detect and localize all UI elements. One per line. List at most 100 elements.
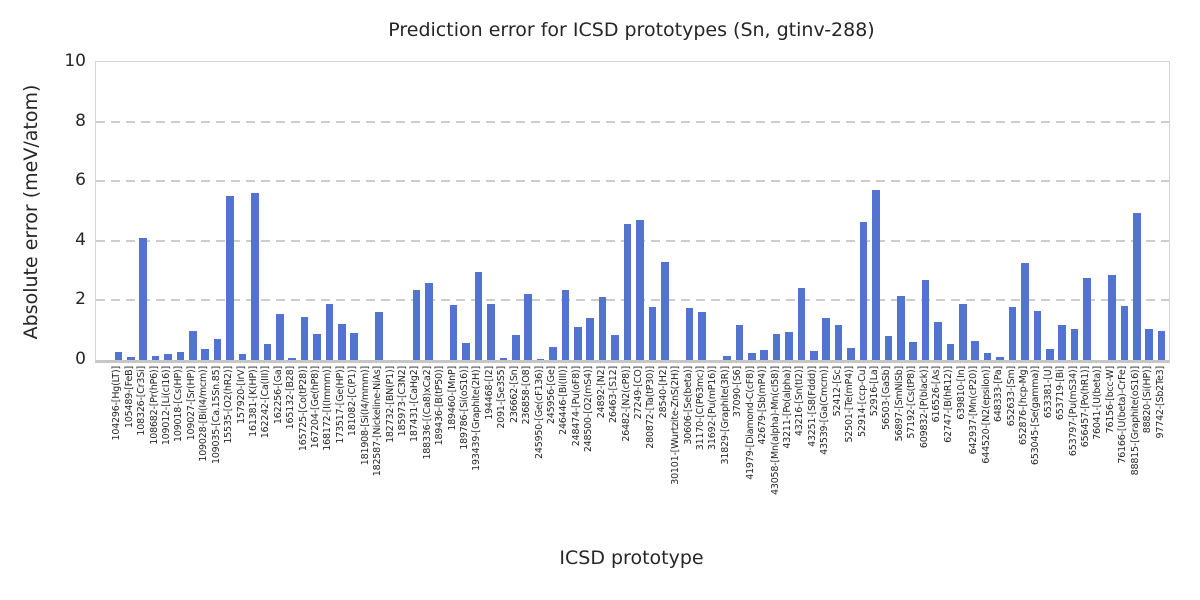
bar [797, 287, 806, 360]
bar [549, 346, 557, 360]
x-tick-label: 652876-[hcp-Mg] [1017, 366, 1029, 446]
bar [834, 324, 843, 360]
bar [1120, 306, 1129, 360]
x-tick-label: 43211-[Po(alpha)] [781, 366, 793, 449]
x-tick-label: 648333-[Pa] [993, 366, 1005, 423]
x-tick-label: 109012-[Li(cI16)] [160, 366, 172, 446]
x-tick-label: 31170-[C(P63mc)] [695, 366, 707, 451]
x-tick-label: 62747-[B(hR12)] [943, 366, 955, 443]
bar [1083, 278, 1091, 360]
bar [685, 307, 694, 360]
bar [598, 297, 607, 360]
x-tick-label: 162256-[Ga] [272, 366, 284, 425]
bar [896, 295, 905, 360]
bar [1058, 325, 1066, 360]
x-tick-label: 246446-[Bi(III)] [558, 366, 570, 435]
bar [934, 322, 942, 360]
x-tick-label: 616526-[As] [931, 366, 943, 423]
bar [474, 272, 483, 360]
bar [946, 343, 955, 360]
x-tick-label: 27249-[CO] [632, 366, 644, 420]
bar [449, 304, 458, 360]
x-tick-label: 194468-[I2] [483, 366, 495, 420]
bar [959, 304, 967, 360]
x-tick-label: 280872-[Ta(tP30)] [645, 366, 657, 449]
bar [1108, 275, 1116, 360]
bar [176, 351, 185, 360]
x-tick-label: 31829-[Graphite(3R)] [719, 366, 731, 465]
bar [574, 327, 582, 360]
bar [810, 350, 818, 360]
bar [251, 193, 259, 360]
x-tick-label: 161381-[K(HP)] [247, 366, 259, 437]
x-tick-label: 43251-[S8(Fddd)] [806, 366, 818, 447]
bar [114, 351, 123, 360]
x-tick-label: 652633-[Sm] [1005, 366, 1017, 427]
bar [909, 342, 917, 360]
bar [623, 224, 632, 360]
bar [201, 349, 210, 360]
bar [313, 334, 321, 360]
bar [300, 317, 309, 360]
x-tick-label: 173517-[Ge(HP)] [334, 366, 346, 444]
x-tick-label: 56897-[SmNiSb] [893, 366, 905, 442]
bar [375, 311, 383, 360]
x-tick-label: 185973-[C3N2] [396, 366, 408, 437]
x-tick-label: 28540-[H2] [657, 366, 669, 419]
bar [648, 306, 657, 360]
bar [226, 196, 234, 360]
bar [189, 331, 197, 360]
x-tick-label: 165725-[Co(tP28)] [297, 366, 309, 452]
bar [425, 282, 433, 360]
x-tick-label: 236858-[O8] [521, 366, 533, 425]
x-tick-label: 182587-[Nickeline-NiAs] [372, 366, 384, 477]
x-tick-label: 76156-[bcc-W] [1104, 366, 1116, 434]
x-tick-label: 656457-[Po(hR1)] [1080, 366, 1092, 448]
gridline-y8 [96, 120, 1169, 123]
y-tick-label: 8 [75, 110, 86, 131]
bar [238, 354, 247, 360]
x-tick-label: 26463-[S12] [608, 366, 620, 423]
x-tick-label: 162242-[Ca(III)] [260, 366, 272, 439]
x-tick-label: 37090-[S6] [732, 366, 744, 418]
gridline-y4 [96, 239, 1169, 242]
bar [872, 189, 880, 360]
bar [772, 333, 781, 360]
x-tick-label: 644520-[N2(epsilon)] [980, 366, 992, 464]
x-tick-label: 41979-[Diamond-C(cF8)] [744, 366, 756, 480]
x-tick-label: 193439-[Graphite(2H)] [471, 366, 483, 471]
x-tick-label: 30101-[Wurtzite-ZnS(2H)] [670, 366, 682, 485]
x-tick-label: 181908-[Si(I4/mmm)] [359, 366, 371, 466]
y-tick-label: 2 [75, 289, 86, 310]
x-tick-label: 104296-[Hg(LT)] [111, 366, 123, 441]
x-tick-label: 157920-[IrV] [235, 366, 247, 424]
x-tick-label: 188336-[(Ca8)xCa2] [421, 366, 433, 460]
bar [735, 324, 744, 360]
x-tick-label: 97742-[Sb2Te3] [1154, 366, 1166, 439]
bar [1021, 262, 1029, 360]
x-tick-label: 245956-[Ge] [546, 366, 557, 425]
bar [1033, 310, 1042, 360]
bar [611, 335, 619, 360]
x-tick-label: 108682-[Pr(hP6)] [148, 366, 160, 445]
x-tick-label: 109035-[Ca.15Sn.85] [210, 366, 222, 465]
x-tick-label: 56503-[GaSb] [881, 366, 893, 430]
bar [983, 352, 992, 360]
x-tick-label: 76041-[U(beta)] [1092, 366, 1104, 440]
bar [660, 261, 669, 360]
x-tick-label: 642937-[Mn(cP20)] [968, 366, 980, 455]
x-tick-label: 609832-[P(black)] [918, 366, 930, 449]
bar [884, 335, 893, 360]
y-tick-label: 0 [75, 349, 86, 369]
bar [1132, 213, 1141, 360]
x-tick-label: 189786-[Si(oS16)] [459, 366, 471, 450]
x-tick-label: 181082-[C(P1)] [347, 366, 359, 437]
x-tick-label: 52412-[Sc] [831, 366, 843, 417]
y-tick-label: 6 [75, 170, 86, 191]
bar [1046, 349, 1054, 360]
bar [747, 352, 756, 360]
bar [151, 356, 160, 360]
x-axis-label: ICSD prototype [559, 547, 704, 569]
bar [1008, 306, 1017, 360]
x-tick-label: 43058-[Mn(alpha)-Mn(cI58)] [769, 366, 781, 495]
